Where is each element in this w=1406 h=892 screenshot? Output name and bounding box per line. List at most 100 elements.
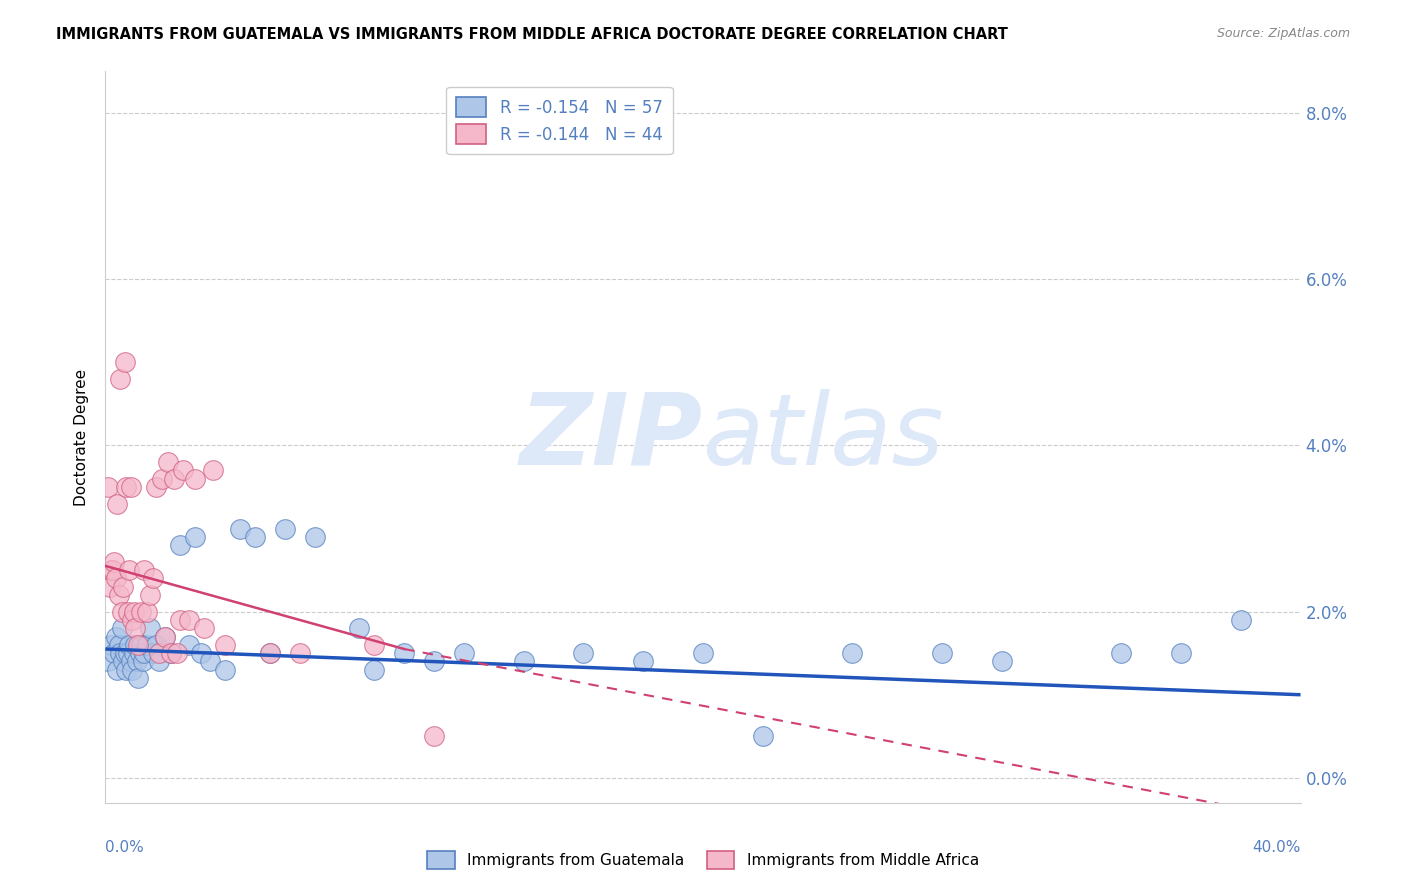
Point bbox=[214, 663, 236, 677]
Point bbox=[122, 646, 145, 660]
Point bbox=[97, 480, 120, 494]
Point bbox=[104, 630, 127, 644]
Point bbox=[129, 605, 153, 619]
Point bbox=[110, 372, 132, 386]
Point bbox=[184, 472, 207, 486]
Legend: Immigrants from Guatemala, Immigrants from Middle Africa: Immigrants from Guatemala, Immigrants fr… bbox=[420, 845, 986, 875]
Point bbox=[118, 638, 141, 652]
Point bbox=[423, 655, 446, 669]
Text: ZIP: ZIP bbox=[520, 389, 703, 485]
Point bbox=[142, 571, 165, 585]
Point bbox=[134, 646, 156, 660]
Point bbox=[127, 638, 149, 652]
Point bbox=[129, 638, 153, 652]
Point bbox=[145, 638, 167, 652]
Point bbox=[166, 646, 188, 660]
Point bbox=[118, 563, 141, 577]
Point bbox=[160, 646, 183, 660]
Point bbox=[177, 638, 200, 652]
Legend: R = -0.154   N = 57, R = -0.144   N = 44: R = -0.154 N = 57, R = -0.144 N = 44 bbox=[447, 87, 672, 154]
Point bbox=[172, 463, 194, 477]
Point bbox=[990, 655, 1012, 669]
Point bbox=[101, 563, 124, 577]
Point bbox=[114, 646, 136, 660]
Point bbox=[134, 563, 156, 577]
Point bbox=[120, 480, 142, 494]
Point bbox=[107, 497, 129, 511]
Point bbox=[392, 646, 416, 660]
Point bbox=[132, 655, 155, 669]
Point bbox=[153, 630, 177, 644]
Point bbox=[128, 646, 150, 660]
Point bbox=[572, 646, 595, 660]
Point bbox=[125, 655, 148, 669]
Point bbox=[363, 638, 385, 652]
Point bbox=[841, 646, 863, 660]
Point bbox=[124, 638, 146, 652]
Point bbox=[931, 646, 953, 660]
Point bbox=[198, 655, 221, 669]
Point bbox=[169, 613, 191, 627]
Point bbox=[363, 663, 385, 677]
Point bbox=[157, 455, 180, 469]
Point bbox=[112, 655, 135, 669]
Point bbox=[112, 580, 135, 594]
Point bbox=[111, 605, 134, 619]
Point bbox=[751, 729, 773, 743]
Point bbox=[177, 613, 200, 627]
Point bbox=[214, 638, 236, 652]
Point bbox=[121, 663, 143, 677]
Point bbox=[150, 472, 173, 486]
Point bbox=[184, 530, 207, 544]
Point bbox=[633, 655, 655, 669]
Text: Source: ZipAtlas.com: Source: ZipAtlas.com bbox=[1216, 27, 1350, 40]
Point bbox=[243, 530, 266, 544]
Point bbox=[121, 613, 143, 627]
Point bbox=[273, 521, 295, 535]
Point bbox=[148, 655, 170, 669]
Point bbox=[160, 646, 183, 660]
Point bbox=[145, 480, 167, 494]
Point bbox=[98, 580, 121, 594]
Point bbox=[103, 646, 125, 660]
Point bbox=[1229, 613, 1251, 627]
Text: 0.0%: 0.0% bbox=[105, 840, 145, 855]
Point bbox=[169, 538, 191, 552]
Point bbox=[163, 472, 186, 486]
Point bbox=[122, 605, 145, 619]
Point bbox=[453, 646, 475, 660]
Point bbox=[136, 605, 159, 619]
Point bbox=[124, 621, 146, 635]
Point bbox=[304, 530, 326, 544]
Point bbox=[111, 621, 134, 635]
Point bbox=[513, 655, 536, 669]
Point bbox=[100, 638, 122, 652]
Point bbox=[104, 571, 127, 585]
Point bbox=[349, 621, 371, 635]
Point bbox=[100, 563, 122, 577]
Point bbox=[103, 555, 125, 569]
Point bbox=[259, 646, 281, 660]
Point bbox=[117, 605, 139, 619]
Point bbox=[193, 621, 215, 635]
Point bbox=[120, 655, 142, 669]
Text: atlas: atlas bbox=[703, 389, 945, 485]
Text: IMMIGRANTS FROM GUATEMALA VS IMMIGRANTS FROM MIDDLE AFRICA DOCTORATE DEGREE CORR: IMMIGRANTS FROM GUATEMALA VS IMMIGRANTS … bbox=[56, 27, 1008, 42]
Point bbox=[142, 646, 165, 660]
Point bbox=[110, 646, 132, 660]
Point bbox=[115, 663, 138, 677]
Point bbox=[259, 646, 281, 660]
Point bbox=[114, 355, 136, 369]
Point bbox=[1170, 646, 1192, 660]
Point bbox=[127, 671, 149, 685]
Point bbox=[229, 521, 252, 535]
Point bbox=[108, 588, 131, 602]
Point bbox=[148, 646, 170, 660]
Point bbox=[692, 646, 714, 660]
Point bbox=[190, 646, 212, 660]
Point bbox=[153, 630, 177, 644]
Point bbox=[139, 588, 162, 602]
Y-axis label: Doctorate Degree: Doctorate Degree bbox=[75, 368, 90, 506]
Point bbox=[139, 621, 162, 635]
Point bbox=[423, 729, 446, 743]
